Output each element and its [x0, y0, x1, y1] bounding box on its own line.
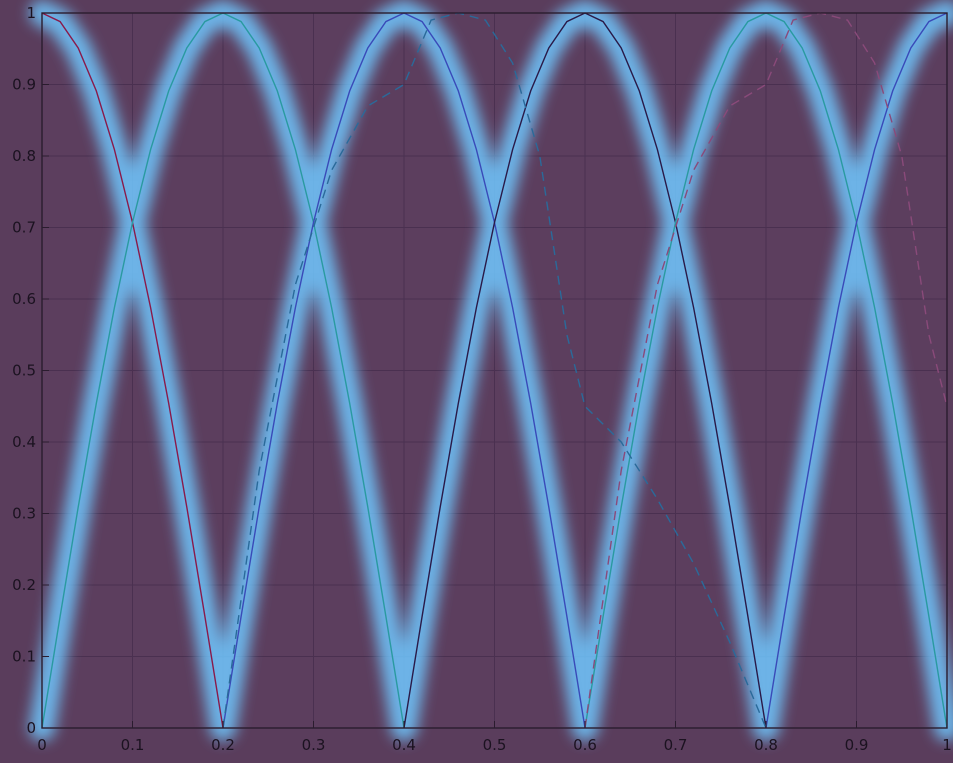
x-tick-label: 1	[942, 736, 952, 754]
y-tick-label: 0	[26, 719, 36, 737]
x-tick-label: 0.7	[664, 736, 688, 754]
x-axis-ticks: 0 0.1 0.2 0.3 0.4 0.5 0.6 0.7 0.8 0.9 1	[37, 721, 952, 754]
y-tick-label: 0.5	[12, 362, 36, 380]
y-tick-label: 0.4	[12, 433, 36, 451]
series-8-line	[584, 12, 948, 729]
y-axis-ticks: 0 0.1 0.2 0.3 0.4 0.5 0.6 0.7 0.8 0.9 1	[12, 4, 49, 737]
x-tick-label: 0.4	[392, 736, 416, 754]
y-tick-label: 0.6	[12, 290, 36, 308]
x-tick-label: 0.6	[573, 736, 597, 754]
x-tick-label: 0.5	[483, 736, 507, 754]
series-6-line	[765, 12, 948, 729]
x-tick-label: 0.8	[754, 736, 778, 754]
y-tick-label: 0.7	[12, 219, 36, 237]
y-tick-label: 0.2	[12, 576, 36, 594]
y-tick-label: 1	[26, 4, 36, 22]
y-tick-label: 0.1	[12, 648, 36, 666]
y-tick-label: 0.3	[12, 505, 36, 523]
x-tick-label: 0.1	[121, 736, 145, 754]
x-tick-label: 0	[37, 736, 47, 754]
y-tick-label: 0.8	[12, 147, 36, 165]
x-tick-label: 0.9	[845, 736, 869, 754]
x-tick-label: 0.3	[302, 736, 326, 754]
x-tick-label: 0.2	[211, 736, 235, 754]
y-tick-label: 0.9	[12, 76, 36, 94]
